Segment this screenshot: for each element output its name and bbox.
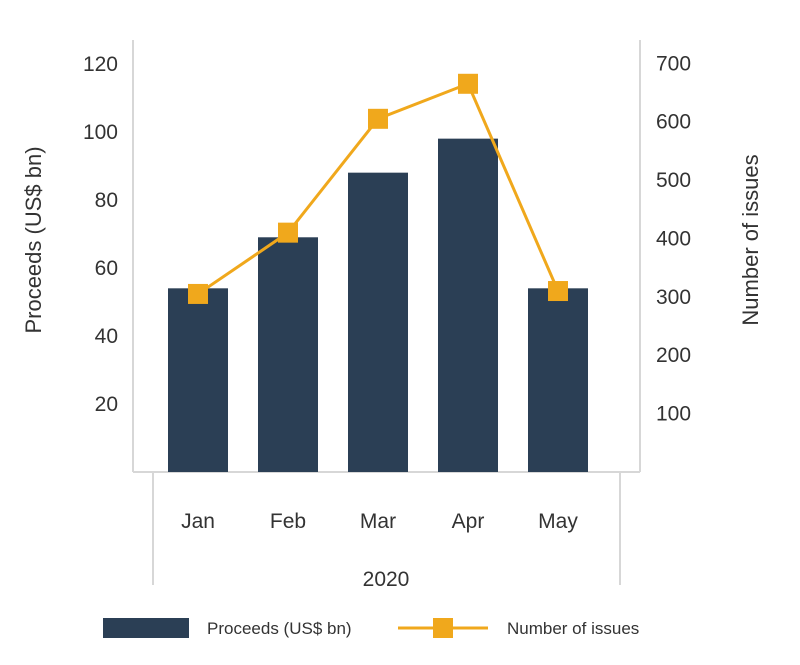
line-marker xyxy=(368,108,388,129)
y-tick-label: 60 xyxy=(95,257,118,280)
legend-label: Number of issues xyxy=(507,619,639,638)
line-marker xyxy=(278,222,298,243)
bar-series xyxy=(168,138,588,472)
x-tick-label: May xyxy=(538,510,578,533)
legend-bar-swatch xyxy=(103,618,189,638)
y-tick-label: 40 xyxy=(95,325,118,348)
y-tick-label: 120 xyxy=(83,53,118,76)
y-right-tick-label: 700 xyxy=(656,52,691,75)
left-tick-labels: 120 100 80 60 40 20 xyxy=(83,53,118,416)
legend-line-marker xyxy=(433,618,453,638)
bar xyxy=(258,237,318,472)
bar xyxy=(348,172,408,472)
bar xyxy=(168,288,228,472)
y-right-axis-title: Number of issues xyxy=(738,154,763,325)
x-tick-label: Apr xyxy=(452,510,485,533)
y-right-tick-label: 600 xyxy=(656,111,691,134)
y-right-tick-label: 500 xyxy=(656,169,691,192)
x-tick-label: Mar xyxy=(360,510,396,533)
x-tick-label: Feb xyxy=(270,510,306,533)
y-right-tick-label: 300 xyxy=(656,286,691,309)
y-right-tick-label: 200 xyxy=(656,344,691,367)
line-marker xyxy=(458,73,478,94)
legend: Proceeds (US$ bn) Number of issues xyxy=(103,618,639,638)
y-right-tick-label: 100 xyxy=(656,403,691,426)
group-label: 2020 xyxy=(363,568,410,591)
right-tick-labels: 700 600 500 400 300 200 100 xyxy=(656,52,691,425)
x-tick-labels: Jan Feb Mar Apr May xyxy=(181,510,578,533)
line-series xyxy=(188,73,568,304)
legend-label: Proceeds (US$ bn) xyxy=(207,619,352,638)
y-tick-label: 80 xyxy=(95,189,118,212)
x-tick-label: Jan xyxy=(181,510,215,533)
y-axis-title: Proceeds (US$ bn) xyxy=(21,146,46,333)
line-marker xyxy=(188,283,208,304)
y-tick-label: 20 xyxy=(95,393,118,416)
bar xyxy=(528,288,588,472)
y-right-tick-label: 400 xyxy=(656,227,691,250)
y-tick-label: 100 xyxy=(83,121,118,144)
line-marker xyxy=(548,281,568,302)
bar xyxy=(438,138,498,472)
